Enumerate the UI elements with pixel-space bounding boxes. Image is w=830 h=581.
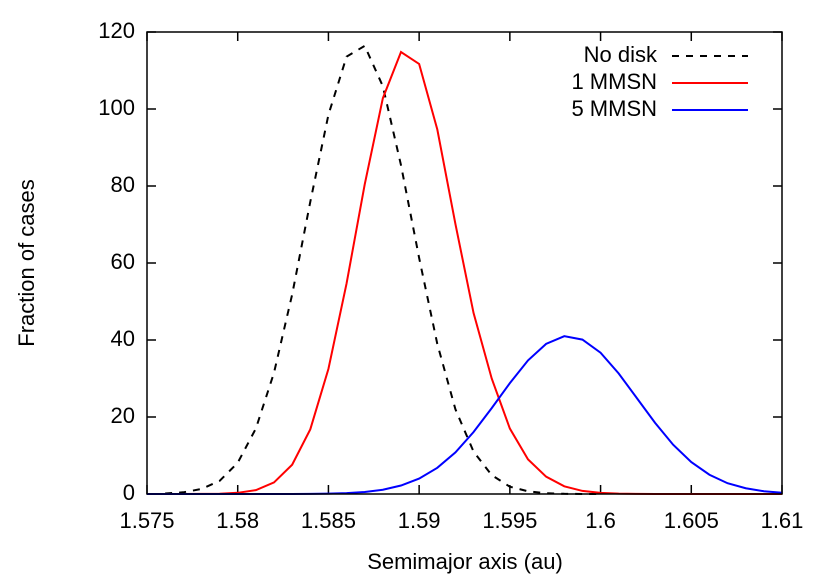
x-tick-label: 1.58 — [216, 508, 259, 533]
y-tick-label: 0 — [123, 480, 135, 505]
x-tick-label: 1.585 — [301, 508, 356, 533]
y-tick-label: 100 — [98, 95, 135, 120]
y-tick-label: 20 — [111, 403, 135, 428]
series-line — [147, 50, 782, 495]
plot-frame — [146, 31, 783, 495]
x-tick-label: 1.61 — [761, 508, 804, 533]
y-tick-label: 40 — [111, 326, 135, 351]
y-tick-label: 60 — [111, 249, 135, 274]
x-tick-label: 1.595 — [482, 508, 537, 533]
series-line — [147, 335, 783, 495]
legend-label: 5 MMSN — [571, 96, 657, 121]
legend-label: 1 MMSN — [571, 69, 657, 94]
x-tick-label: 1.575 — [119, 508, 174, 533]
y-tick-label: 120 — [98, 18, 135, 43]
y-axis-label: Fraction of cases — [14, 179, 39, 347]
y-tick-label: 80 — [111, 172, 135, 197]
series-line — [165, 44, 601, 495]
x-tick-label: 1.605 — [664, 508, 719, 533]
x-axis-label: Semimajor axis (au) — [367, 549, 563, 574]
legend-label: No disk — [584, 42, 658, 67]
x-tick-label: 1.59 — [398, 508, 441, 533]
x-tick-label: 1.6 — [585, 508, 616, 533]
